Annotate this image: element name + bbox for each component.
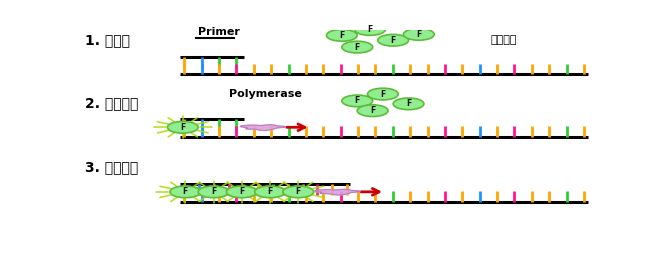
Text: F: F	[406, 99, 411, 108]
Text: F: F	[355, 43, 360, 52]
Polygon shape	[314, 189, 360, 195]
Ellipse shape	[393, 98, 424, 110]
Text: F: F	[370, 106, 375, 115]
Ellipse shape	[342, 95, 373, 107]
Text: F: F	[211, 187, 216, 196]
Text: F: F	[355, 96, 360, 105]
Text: F: F	[367, 25, 373, 34]
Text: Primer: Primer	[198, 27, 240, 37]
Text: 2. 引物退火: 2. 引物退火	[85, 96, 139, 110]
Ellipse shape	[167, 121, 198, 133]
Text: F: F	[339, 31, 344, 40]
Text: F: F	[296, 187, 301, 196]
Ellipse shape	[403, 28, 434, 40]
Ellipse shape	[198, 186, 229, 198]
Text: F: F	[180, 123, 185, 132]
Text: F: F	[183, 187, 188, 196]
Text: F: F	[380, 90, 385, 99]
Text: Polymerase: Polymerase	[229, 89, 302, 99]
Ellipse shape	[226, 186, 257, 198]
Text: F: F	[267, 187, 273, 196]
Ellipse shape	[355, 24, 385, 35]
Ellipse shape	[255, 186, 285, 198]
Text: F: F	[416, 30, 422, 39]
Ellipse shape	[342, 41, 373, 53]
Text: 1. 热变性: 1. 热变性	[85, 33, 130, 47]
Ellipse shape	[378, 34, 408, 46]
Ellipse shape	[357, 105, 388, 117]
Text: 荧光物质: 荧光物质	[491, 35, 517, 45]
Polygon shape	[240, 125, 285, 130]
Text: 3. 延伸反应: 3. 延伸反应	[85, 160, 138, 174]
Text: F: F	[391, 36, 396, 45]
Ellipse shape	[170, 186, 201, 198]
Ellipse shape	[283, 186, 314, 198]
Text: F: F	[239, 187, 244, 196]
Ellipse shape	[326, 29, 357, 41]
Ellipse shape	[367, 88, 399, 100]
